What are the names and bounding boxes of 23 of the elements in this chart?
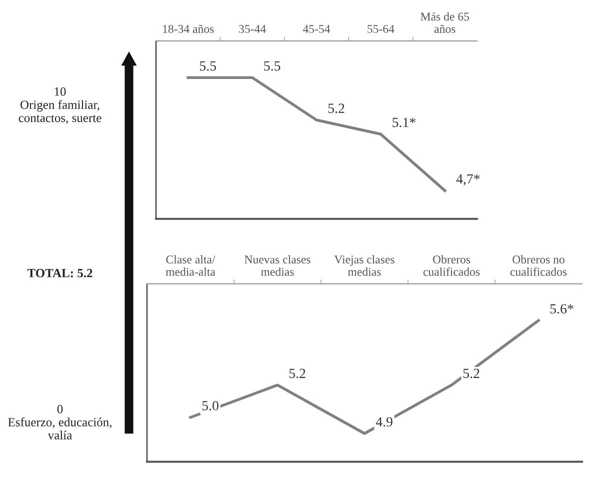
text: TOTAL: 5.2 — [27, 268, 92, 278]
text: 0 Esfuerzo, educación, valía — [8, 404, 112, 440]
data-label: 5.5 — [264, 61, 280, 71]
x-tick-label: 18-34 años — [163, 24, 214, 33]
text: 10 Origen familiar, contactos, suerte — [18, 87, 102, 124]
x-tick-label: Más de 65 años — [420, 12, 470, 33]
x-tick-label: Clase alta/ media-alta — [166, 255, 216, 276]
data-label: 5.1* — [392, 118, 416, 128]
x-tick-label: 35-44 — [239, 25, 266, 33]
data-label: 5.0 — [202, 401, 218, 410]
data-label: 5.6* — [550, 304, 574, 314]
data-label: 5.2 — [289, 368, 306, 378]
data-label: 5.2 — [328, 104, 344, 114]
x-tick-label: Nuevas clases medias — [244, 255, 310, 276]
x-tick-label: 55-64 — [368, 25, 394, 33]
x-tick-label: 45-54 — [302, 25, 330, 33]
x-tick-label: Obreros cualificados — [423, 255, 480, 276]
data-label: 5.5 — [200, 61, 216, 71]
x-tick-label: Viejas clases medias — [334, 255, 394, 276]
data-label: 4,7* — [456, 174, 480, 186]
data-label: 4.9 — [376, 417, 392, 427]
x-tick-label: Obreros no cualificados — [510, 255, 567, 276]
data-label: 5.2 — [463, 368, 480, 378]
